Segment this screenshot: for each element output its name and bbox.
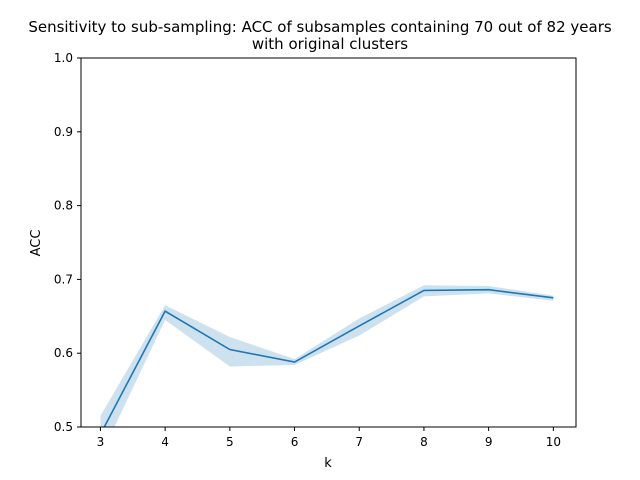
y-tick-label: 0.5 <box>54 420 73 434</box>
x-tick-label: 10 <box>546 435 561 449</box>
plot-frame <box>80 57 577 428</box>
x-tick-label: 7 <box>355 435 363 449</box>
x-tick-label: 9 <box>485 435 493 449</box>
y-tick-label: 0.8 <box>54 199 73 213</box>
chart-title-line1: Sensitivity to sub-sampling: ACC of subs… <box>28 18 612 36</box>
chart-title-line2: with original clusters <box>252 35 408 53</box>
y-axis: 0.5 0.6 0.7 0.8 0.9 1.0 <box>54 51 81 434</box>
y-tick-label: 0.7 <box>54 272 73 286</box>
x-tick-label: 4 <box>161 435 169 449</box>
y-tick-label: 1.0 <box>54 51 73 65</box>
x-tick-label: 8 <box>420 435 428 449</box>
series-line <box>103 288 554 427</box>
x-tick-label: 6 <box>291 435 299 449</box>
x-axis-label: k <box>324 456 332 471</box>
y-axis-label: ACC <box>29 230 44 257</box>
x-tick-label: 5 <box>226 435 234 449</box>
x-axis: 3 4 5 6 7 8 9 10 <box>97 427 561 449</box>
x-tick-label: 3 <box>97 435 105 449</box>
y-tick-label: 0.6 <box>54 346 73 360</box>
y-tick-label: 0.9 <box>54 125 73 139</box>
confidence-band <box>100 285 554 427</box>
plot-area <box>80 57 577 428</box>
